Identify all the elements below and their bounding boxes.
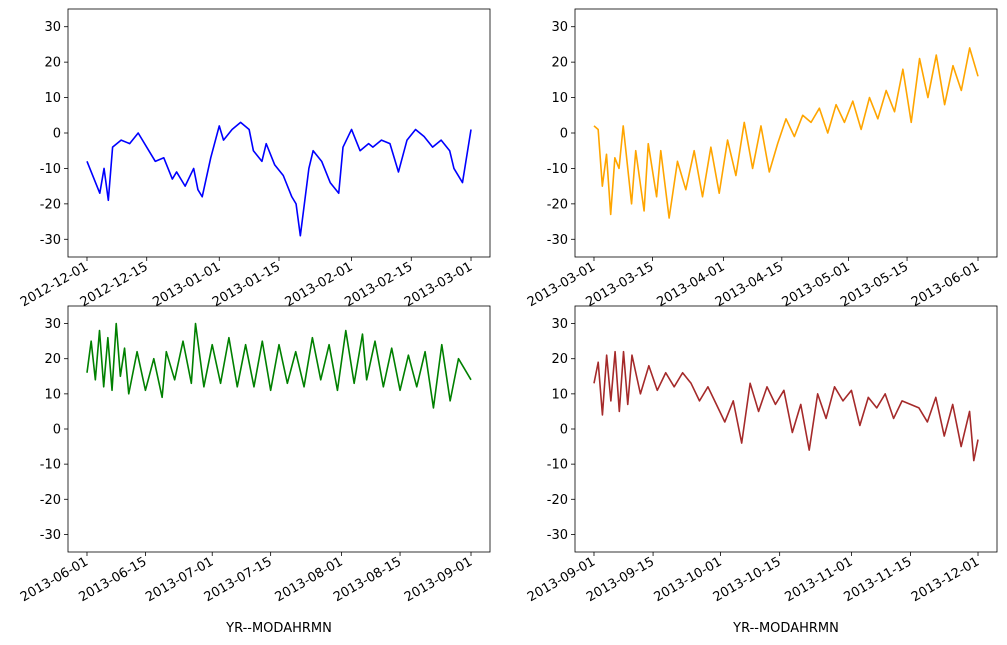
y-tick-label: -10	[547, 162, 568, 177]
x-tick-label: 2013-06-01	[909, 259, 982, 310]
x-tick-label: 2013-01-15	[210, 259, 283, 310]
y-tick-label: -10	[547, 458, 568, 473]
y-tick-label: 0	[53, 127, 61, 142]
y-tick-label: -30	[547, 233, 568, 248]
plot-frame	[67, 305, 491, 553]
x-tick-label: 2013-03-01	[402, 259, 475, 310]
subplot-2: -30-20-1001020302013-03-012013-03-152013…	[525, 8, 998, 310]
y-tick-label: -30	[40, 233, 61, 248]
x-tick-label: 2013-12-01	[909, 554, 982, 605]
y-tick-label: -20	[547, 197, 568, 212]
y-tick-label: 20	[44, 56, 61, 71]
x-tick-label: 2013-10-15	[711, 554, 784, 605]
x-axis-label: YR--MODAHRMN	[225, 621, 332, 636]
y-tick-label: -20	[40, 197, 61, 212]
plot-frame	[67, 8, 491, 258]
y-tick-label: -20	[547, 493, 568, 508]
y-tick-label: 20	[551, 352, 568, 367]
y-tick-label: 20	[551, 56, 568, 71]
y-tick-label: 30	[551, 20, 568, 35]
series-line-1	[593, 47, 979, 219]
series-line-1	[86, 322, 472, 409]
y-tick-label: 30	[44, 317, 61, 332]
series-line-1	[86, 121, 472, 237]
y-tick-label: -10	[40, 162, 61, 177]
x-tick-label: 2013-09-15	[584, 554, 657, 605]
x-axis-label: YR--MODAHRMN	[732, 621, 839, 636]
y-tick-label: 0	[560, 127, 568, 142]
subplot-4: -30-20-1001020302013-09-012013-09-152013…	[525, 305, 998, 636]
plot-frame	[574, 305, 998, 553]
y-tick-label: 10	[551, 91, 568, 106]
subplot-3: -30-20-1001020302013-06-012013-06-152013…	[18, 305, 491, 636]
y-tick-label: -30	[40, 528, 61, 543]
y-tick-label: 10	[551, 387, 568, 402]
x-tick-label: 2013-09-01	[402, 554, 475, 605]
y-tick-label: -10	[40, 458, 61, 473]
y-tick-label: -20	[40, 493, 61, 508]
y-tick-label: 30	[44, 20, 61, 35]
x-tick-label: 2012-12-15	[78, 259, 151, 310]
y-tick-label: 0	[560, 423, 568, 438]
y-tick-label: 30	[551, 317, 568, 332]
y-tick-label: 0	[53, 423, 61, 438]
y-tick-label: 20	[44, 352, 61, 367]
y-tick-label: 10	[44, 387, 61, 402]
plot-frame	[574, 8, 998, 258]
x-tick-label: 2013-11-15	[842, 554, 915, 605]
y-tick-label: -30	[547, 528, 568, 543]
y-tick-label: 10	[44, 91, 61, 106]
series-line-1	[593, 350, 979, 462]
